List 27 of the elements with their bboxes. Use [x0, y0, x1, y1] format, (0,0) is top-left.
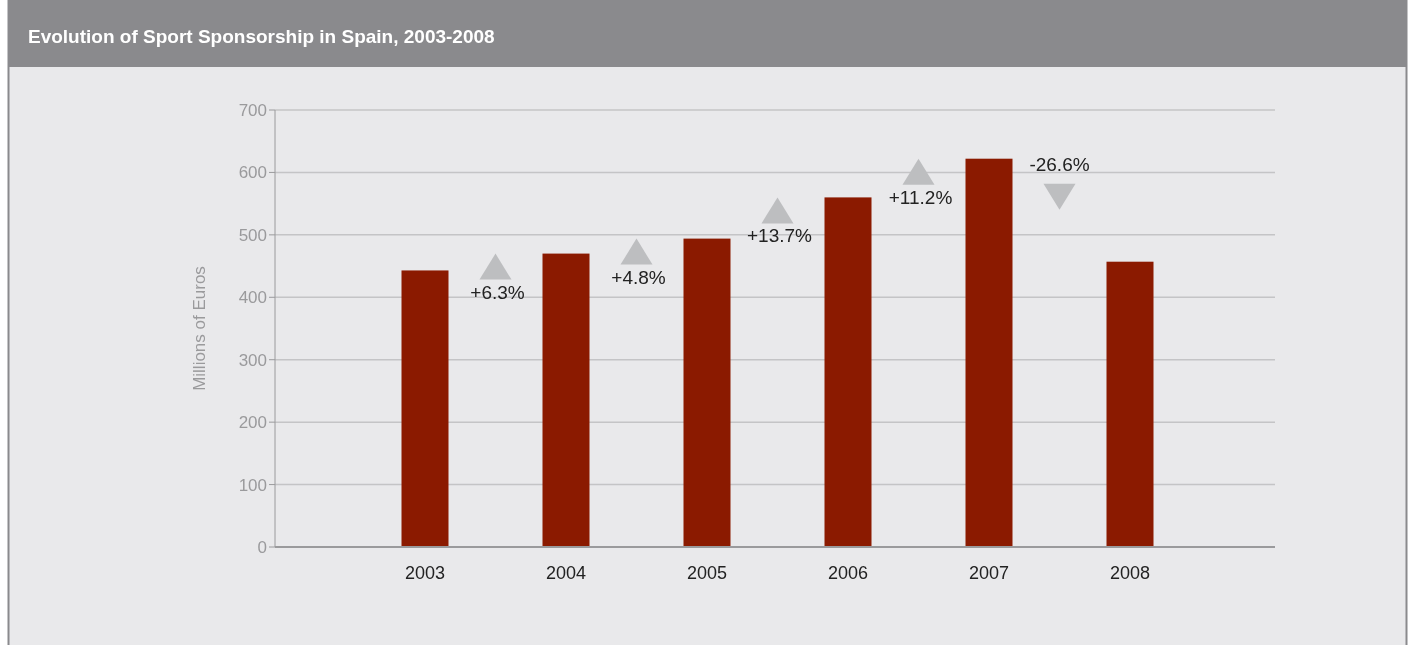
bar: [683, 238, 731, 547]
x-tick-label: 2003: [404, 563, 446, 583]
y-tick-label: 100: [238, 475, 267, 495]
y-tick-label: 500: [238, 225, 267, 245]
y-tick-label: 700: [238, 100, 267, 120]
annotation: -26.6%: [1029, 153, 1090, 175]
bar: [401, 270, 449, 547]
y-tick-label: 300: [238, 350, 267, 370]
x-tick-label: 2005: [686, 563, 728, 583]
annotation: +4.8%: [611, 266, 666, 288]
x-tick-label: 2006: [827, 563, 869, 583]
bar: [824, 197, 872, 547]
y-tick-label: 0: [257, 537, 267, 557]
annotation: +6.3%: [470, 281, 525, 303]
x-tick-label: 2008: [1109, 563, 1151, 583]
x-tick-label: 2007: [968, 563, 1010, 583]
annotation: +11.2%: [888, 186, 953, 208]
y-tick-label: 600: [238, 163, 267, 183]
x-tick-label: 2004: [545, 563, 587, 583]
y-tick-label: 400: [238, 288, 267, 308]
bar: [965, 158, 1013, 547]
y-tick-label: 200: [238, 413, 267, 433]
y-axis-title: Millions of Euros: [190, 266, 209, 391]
chart-title: Evolution of Sport Sponsorship in Spain, 2003-2008: [28, 26, 495, 47]
bar: [542, 253, 590, 547]
bar: [1106, 261, 1154, 547]
annotation: +13.7%: [747, 225, 813, 247]
